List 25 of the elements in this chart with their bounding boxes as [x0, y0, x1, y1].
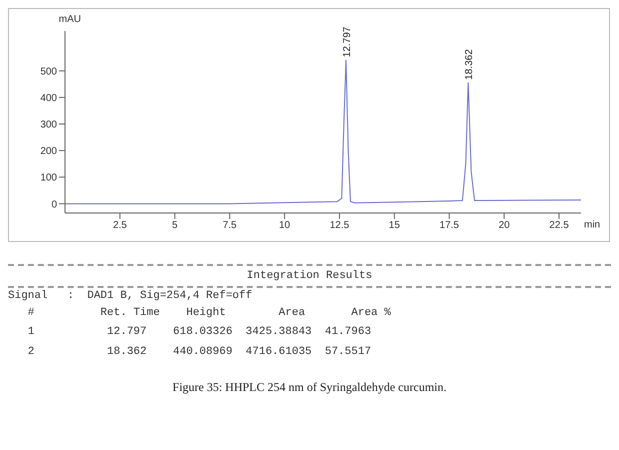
x-tick-label: 7.5 [222, 220, 238, 232]
annotation: 18.362 [464, 48, 476, 80]
text: 2 18.362 440.08969 4716.61035 57.5517 [26, 345, 372, 360]
x-tick-label: 15 [388, 220, 400, 232]
text: # Ret. Time Height Area Area % [26, 306, 392, 321]
text: Integration Results [8, 264, 611, 288]
x-axis-title: min [584, 220, 600, 231]
y-tick-label: 100 [40, 172, 58, 184]
text: Signal : DAD1 B, Sig=254,4 Ref=off [8, 289, 254, 304]
y-tick-label: 200 [40, 146, 58, 158]
x-tick-label: 22.5 [549, 220, 570, 232]
y-tick-label: 300 [40, 120, 58, 131]
caption: Figure 35: HHPLC 254 nm of Syringaldehyde curcumin. [172, 380, 448, 395]
x-tick-label: 5 [172, 220, 178, 232]
text: 1 12.797 618.03326 3425.38843 41.7963 [26, 325, 372, 340]
x-tick-label: 17.5 [440, 220, 460, 232]
x-tick-label: 10 [279, 220, 291, 232]
annotation: 12.797 [342, 26, 353, 58]
y-tick-label: 500 [40, 66, 58, 78]
y-axis-title: mAU [58, 14, 81, 26]
y-tick-label: 0 [51, 199, 58, 210]
y-tick-label: 400 [40, 92, 58, 104]
x-tick-label: 2.5 [112, 220, 128, 232]
x-tick-label: 12.5 [330, 220, 350, 232]
x-tick-label: 20 [498, 220, 510, 232]
